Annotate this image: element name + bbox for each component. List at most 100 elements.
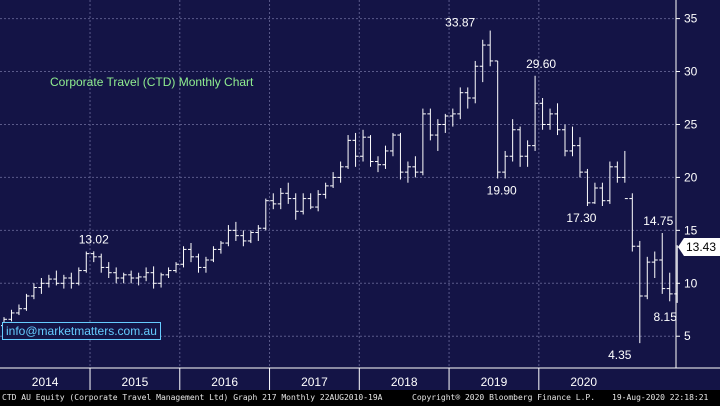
- ohlc-bar: [255, 225, 262, 241]
- ohlc-bar: [285, 182, 292, 204]
- ohlc-bar: [330, 172, 337, 188]
- ohlc-bar: [202, 256, 209, 273]
- ohlc-bar: [651, 251, 658, 278]
- ohlc-bar: [315, 190, 322, 212]
- ohlc-bar: [23, 293, 30, 311]
- ohlc-bar: [487, 30, 494, 67]
- annotation-label: 33.87: [445, 16, 475, 30]
- ohlc-bar: [479, 39, 486, 83]
- footer-timestamp: 19-Aug-2020 22:18:21: [612, 393, 709, 402]
- ohlc-bar: [404, 161, 411, 183]
- ohlc-bar: [240, 230, 247, 247]
- annotation-label: 13.02: [79, 232, 109, 246]
- ohlc-bar: [569, 126, 576, 157]
- ohlc-bar: [502, 150, 509, 179]
- ohlc-bar: [292, 193, 299, 220]
- ohlc-bar: [606, 161, 613, 204]
- ohlc-bar: [158, 272, 165, 288]
- ohlc-bar: [337, 161, 344, 183]
- y-tick-label-5: 5: [684, 329, 691, 343]
- y-tick-label-25: 25: [684, 117, 698, 131]
- ohlc-bar: [517, 126, 524, 167]
- ohlc-bar: [659, 233, 666, 294]
- chart-title: Corporate Travel (CTD) Monthly Chart: [50, 75, 254, 89]
- ohlc-bar: [674, 245, 681, 303]
- ohlc-bar: [412, 156, 419, 178]
- ohlc-bar: [375, 156, 381, 173]
- ohlc-bar: [232, 221, 239, 241]
- ohlc-bar: [38, 278, 45, 294]
- annotation-label: 17.30: [566, 211, 596, 225]
- ohlc-bar: [576, 137, 583, 178]
- ohlc-bar: [389, 132, 396, 157]
- last-price-tag: [678, 237, 720, 256]
- ohlc-bar: [591, 182, 598, 204]
- ohlc-bar: [53, 270, 60, 286]
- ohlc-bar: [105, 262, 112, 278]
- ohlc-bar: [262, 198, 269, 231]
- ohlc-bar: [644, 256, 651, 300]
- ohlc-bar: [143, 267, 150, 282]
- ohlc-bar: [524, 140, 531, 167]
- ohlc-bar: [120, 272, 127, 284]
- ohlc-bar: [270, 193, 277, 210]
- ohlc-bar: [472, 60, 479, 104]
- ohlc-bar: [345, 135, 352, 169]
- ohlc-bar: [165, 267, 172, 278]
- ohlc-bar: [382, 145, 389, 169]
- ohlc-bar: [180, 246, 187, 268]
- watermark-email: info@marketmatters.com.au: [2, 322, 161, 340]
- footer-security: CTD AU Equity (Corporate Travel Manageme…: [2, 393, 383, 402]
- y-tick-label-15: 15: [684, 223, 698, 237]
- ohlc-bar: [75, 267, 82, 286]
- ohlc-bar: [434, 119, 441, 151]
- ohlc-bar: [98, 253, 105, 273]
- footer-copyright: Copyright® 2020 Bloomberg Finance L.P.: [412, 393, 596, 402]
- ohlc-bar: [113, 267, 120, 284]
- ohlc-bar: [277, 188, 284, 210]
- ohlc-bar: [15, 304, 22, 316]
- ohlc-bar: [494, 60, 501, 179]
- annotation-label: 8.15: [654, 310, 678, 324]
- ohlc-bar: [599, 182, 606, 206]
- x-tick-label-2018: 2018: [391, 375, 418, 389]
- ohlc-bar: [68, 272, 75, 289]
- x-tick-label-2016: 2016: [211, 375, 238, 389]
- ohlc-bar: [621, 150, 628, 200]
- ohlc-bar: [188, 243, 194, 263]
- y-tick-label-35: 35: [684, 12, 698, 26]
- ohlc-bar: [195, 253, 202, 273]
- ohlc-bar: [464, 87, 471, 109]
- ohlc-bar: [128, 270, 135, 284]
- ohlc-bar: [666, 272, 673, 302]
- ohlc-bar: [442, 113, 449, 133]
- annotation-label: 4.35: [608, 348, 632, 362]
- ohlc-bar: [562, 124, 568, 157]
- ohlc-bar: [90, 251, 97, 263]
- ohlc-bar: [367, 135, 374, 167]
- ohlc-bar: [322, 182, 329, 199]
- ohlc-bar: [427, 108, 434, 141]
- ohlc-bar: [397, 132, 404, 180]
- ohlc-bar: [247, 230, 254, 244]
- footer-bar: CTD AU Equity (Corporate Travel Manageme…: [0, 390, 720, 406]
- ohlc-bar: [457, 87, 464, 120]
- ohlc-bar: [60, 274, 67, 289]
- annotation-label: 19.90: [487, 183, 517, 197]
- ohlc-bar: [360, 129, 367, 162]
- x-tick-label-2020: 2020: [570, 375, 597, 389]
- ohlc-bar: [636, 240, 643, 344]
- x-tick-label-2015: 2015: [122, 375, 149, 389]
- last-price-label: 13.43: [686, 240, 716, 254]
- ohlc-bar: [210, 246, 217, 263]
- ohlc-bar: [300, 193, 307, 215]
- ohlc-bar: [547, 108, 554, 130]
- price-chart: 5 10 15 20 25 30 35 2014 2015 2016 2017 2018 2019 202…: [0, 0, 720, 390]
- ohlc-bar: [173, 262, 180, 273]
- ohlc-bar: [629, 193, 636, 252]
- ohlc-bar: [352, 132, 359, 167]
- y-tick-label-20: 20: [684, 170, 698, 184]
- ohlc-bar: [509, 119, 516, 162]
- y-tick-label-30: 30: [684, 65, 698, 79]
